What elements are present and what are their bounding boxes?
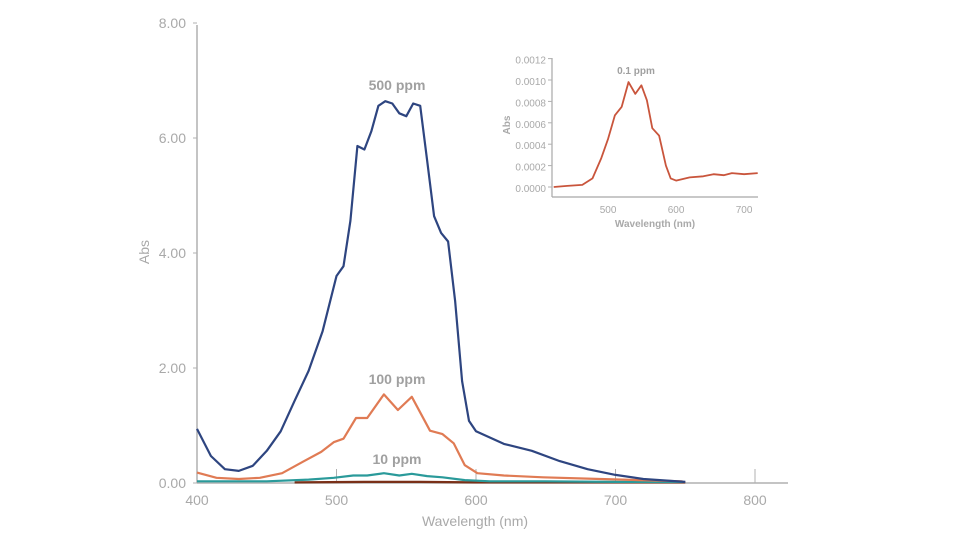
inset-y-tick-label: 0.0010 — [515, 77, 546, 88]
main-plot: Abs Wavelength (nm) 500 ppm 100 ppm 10 p… — [136, 15, 788, 529]
main-y-axis-label: Abs — [136, 240, 152, 264]
inset-y-tick-label: 0.0012 — [515, 56, 546, 67]
inset-y-axis-label: Abs — [502, 115, 513, 134]
inset-plot: Abs Wavelength (nm) 0.1 ppm 0.0000 0.0002… — [502, 56, 758, 230]
annotation-500ppm: 500 ppm — [369, 77, 426, 93]
main-y-tick-label: 0.00 — [159, 475, 186, 491]
inset-x-tick-label: 700 — [736, 205, 753, 216]
main-y-tick-label: 4.00 — [159, 245, 186, 261]
main-y-tick-label: 8.00 — [159, 15, 186, 31]
annotation-100ppm: 100 ppm — [369, 371, 426, 387]
inset-y-tick-label: 0.0000 — [515, 184, 546, 195]
main-y-tick-label: 6.00 — [159, 130, 186, 146]
inset-x-tick-label: 500 — [600, 205, 617, 216]
inset-y-tick-label: 0.0002 — [515, 163, 546, 174]
main-series-10-ppm-line — [197, 472, 683, 483]
inset-x-axis-label: Wavelength (nm) — [615, 219, 695, 230]
main-series-100-ppm-line — [196, 393, 683, 483]
main-x-tick-label: 500 — [325, 492, 349, 508]
main-x-tick-label: 800 — [743, 492, 767, 508]
annotation-10ppm: 10 ppm — [372, 451, 421, 467]
main-x-axis-label: Wavelength (nm) — [422, 513, 528, 529]
inset-y-tick-label: 0.0004 — [515, 141, 546, 152]
inset-y-tick-label: 0.0006 — [515, 120, 546, 131]
inset-x-tick-label: 600 — [668, 205, 685, 216]
main-x-tick-label: 700 — [604, 492, 628, 508]
main-x-tick-label: 400 — [185, 492, 209, 508]
main-series-500-ppm-line — [196, 100, 686, 483]
main-x-tick-label: 600 — [464, 492, 488, 508]
inset-series-0.1-ppm-line — [553, 81, 758, 188]
inset-y-tick-label: 0.0008 — [515, 98, 546, 109]
main-y-tick-label: 2.00 — [159, 360, 186, 376]
annotation-0.1ppm: 0.1 ppm — [617, 66, 655, 77]
